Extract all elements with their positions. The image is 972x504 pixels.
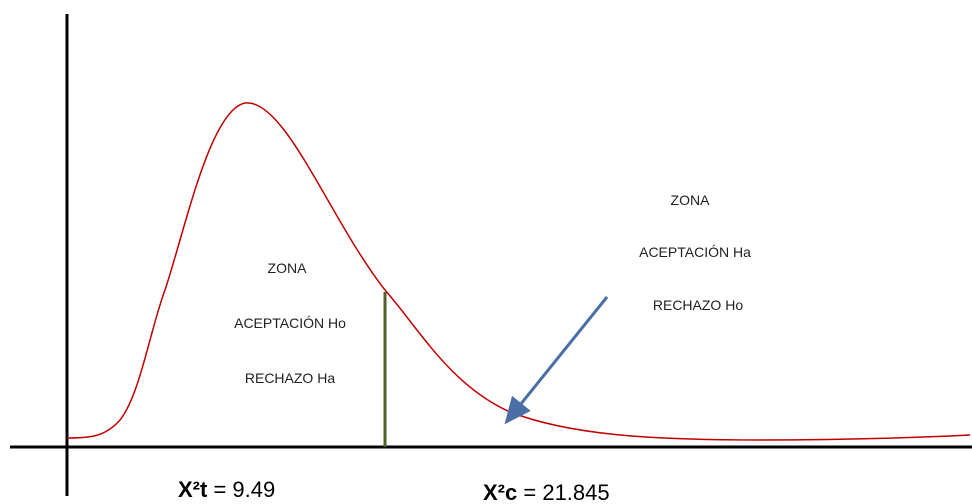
- value: = 9.49: [213, 477, 275, 502]
- symbol: X²c: [483, 480, 517, 504]
- critical-computed-label: X²c = 21.845: [483, 480, 610, 504]
- symbol: X²t: [178, 477, 208, 502]
- zone-label: ACEPTACIÓN Ho: [234, 315, 346, 331]
- critical-table-label: X²t = 9.49: [178, 477, 275, 502]
- arrow: [504, 296, 609, 425]
- zone-label: ZONA: [268, 260, 308, 276]
- zone-label: ZONA: [671, 192, 711, 208]
- distribution-curve: [66, 102, 971, 441]
- zone-label: RECHAZO Ho: [653, 297, 743, 313]
- zone-label: RECHAZO Ha: [245, 370, 335, 386]
- value: = 21.845: [523, 480, 609, 504]
- zone-label: ACEPTACIÓN Ha: [639, 244, 751, 260]
